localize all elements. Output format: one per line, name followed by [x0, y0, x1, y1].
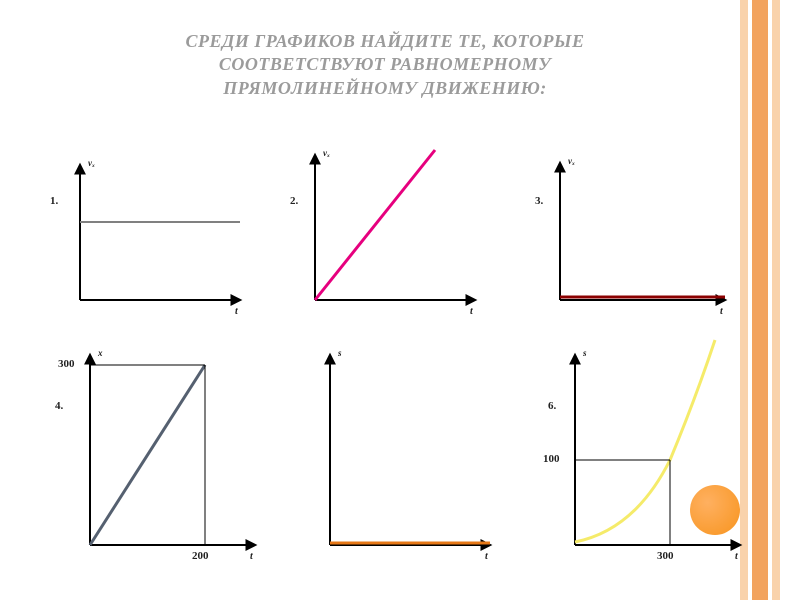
- title-l1: СРЕДИ ГРАФИКОВ НАЙДИТЕ ТЕ, КОТОРЫЕ: [186, 31, 585, 51]
- x-axis-label: t: [720, 306, 723, 317]
- y-axis-label: s: [338, 348, 342, 358]
- stripe: [772, 0, 780, 600]
- orange-circle-icon: [690, 485, 740, 535]
- stripe: [752, 0, 768, 600]
- x-tick: 300: [657, 550, 674, 562]
- chart: vₓt: [315, 150, 480, 310]
- chart-number: 3.: [535, 195, 543, 207]
- chart: xt300200: [90, 350, 260, 560]
- title-l3: ПРЯМОЛИНЕЙНОМУ ДВИЖЕНИЮ:: [223, 78, 546, 98]
- y-axis-label: vₓ: [88, 158, 95, 168]
- x-axis-label: t: [485, 551, 488, 562]
- y-axis-label: x: [98, 348, 103, 358]
- x-axis-label: t: [470, 306, 473, 317]
- chart: st: [330, 350, 495, 560]
- chart-number: 4.: [55, 400, 63, 412]
- chart-number: 1.: [50, 195, 58, 207]
- chart: vₓt: [560, 158, 730, 310]
- x-axis-label: t: [250, 551, 253, 562]
- chart-number: 2.: [290, 195, 298, 207]
- y-tick: 300: [58, 358, 75, 370]
- y-axis-label: vₓ: [323, 148, 330, 158]
- y-tick: 100: [543, 453, 560, 465]
- chart: vₓt: [80, 160, 245, 310]
- chart-number: 6.: [548, 400, 556, 412]
- page-title: СРЕДИ ГРАФИКОВ НАЙДИТЕ ТЕ, КОТОРЫЕ СООТВ…: [60, 30, 710, 100]
- title-l2: СООТВЕТСТВУЮТ РАВНОМЕРНОМУ: [219, 54, 551, 74]
- y-axis-label: s: [583, 348, 587, 358]
- x-axis-label: t: [735, 551, 738, 562]
- x-tick: 200: [192, 550, 209, 562]
- y-axis-label: vₓ: [568, 156, 575, 166]
- x-axis-label: t: [235, 306, 238, 317]
